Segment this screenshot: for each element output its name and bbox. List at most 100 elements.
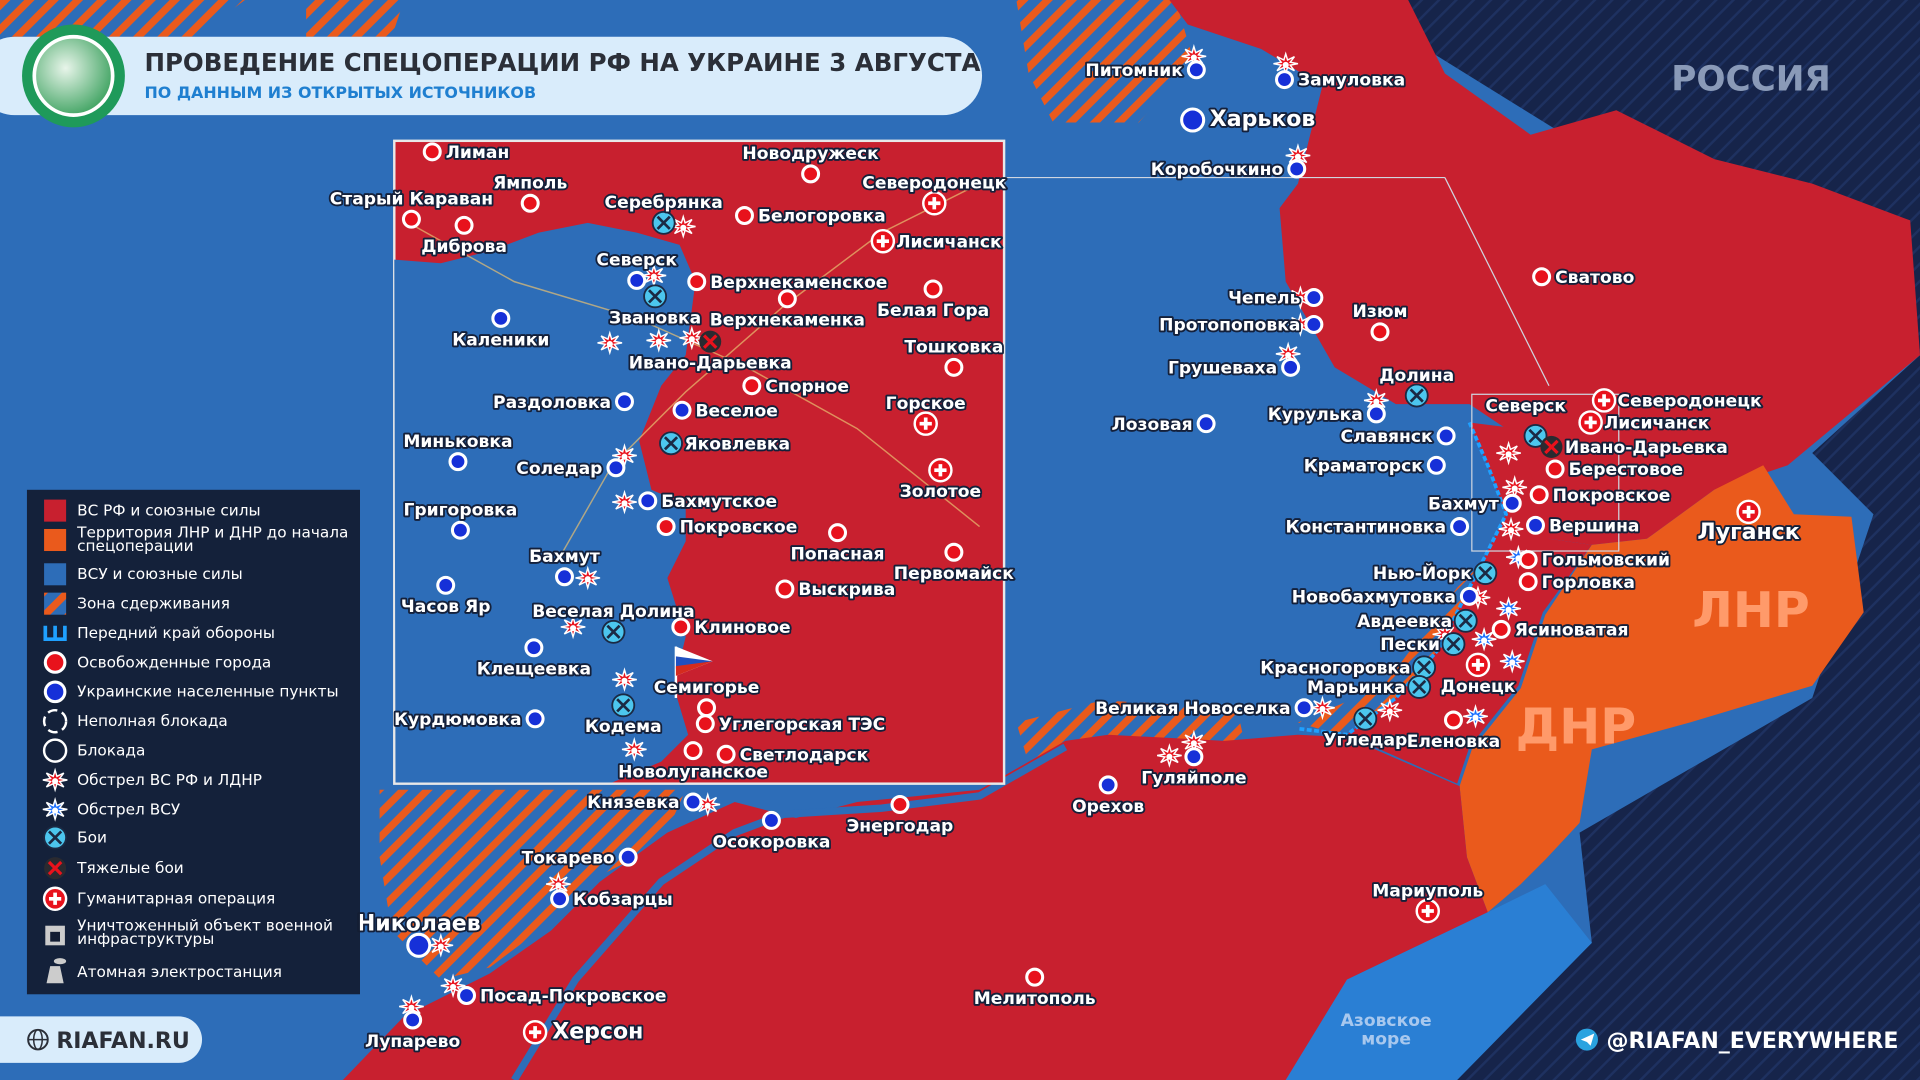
red-dot-icon[interactable] [695, 714, 715, 734]
blue-dot-icon[interactable] [1098, 775, 1118, 795]
red-dot-icon[interactable] [1443, 710, 1463, 730]
red-dot-icon[interactable] [671, 617, 691, 637]
blue-dot-icon[interactable] [672, 400, 692, 420]
city-cities[interactable]: Курулька [1266, 403, 1386, 427]
city-inset_cities[interactable]: Клещеевка [475, 638, 593, 682]
city-inset_cities[interactable]: Светлодарск [716, 744, 870, 767]
crossed-swords-icon[interactable] [643, 284, 668, 309]
red-cross-icon[interactable] [870, 228, 896, 254]
city-inset_cities[interactable]: Клиновое [671, 616, 792, 640]
red-dot-icon[interactable] [828, 523, 848, 543]
blue-dot-icon[interactable] [555, 567, 574, 587]
city-cities[interactable]: Красногоровка [1258, 655, 1437, 680]
city-inset_cities[interactable]: Раздоловка [491, 391, 634, 415]
blue-dot-icon[interactable] [491, 308, 511, 328]
city-cities[interactable]: Бахмут [1426, 493, 1522, 516]
city-cities[interactable]: Донецк [1439, 652, 1518, 699]
city-inset_cities[interactable]: Северодонецк [860, 172, 1009, 216]
blue-dot-icon[interactable] [1502, 493, 1522, 513]
city-cities[interactable]: Николаев [355, 910, 483, 958]
city-cities[interactable]: Протопоповка [1157, 314, 1324, 337]
city-inset_cities[interactable]: Серебрянка [603, 191, 725, 235]
city-inset_cities[interactable]: Старый Караван [328, 188, 495, 229]
red-dot-icon[interactable] [1518, 572, 1538, 592]
city-inset_cities[interactable]: Белая Гора [875, 279, 991, 323]
crossed-swords-icon[interactable] [1412, 655, 1437, 680]
city-inset_cities[interactable]: Новолуганское [616, 741, 770, 784]
red-dot-icon[interactable] [1532, 267, 1552, 287]
red-x-icon[interactable] [44, 857, 67, 880]
red-cross-icon[interactable] [1578, 410, 1603, 435]
city-inset_cities[interactable]: Первомайск [892, 542, 1016, 586]
city-inset_cities[interactable]: Северск [595, 249, 679, 290]
red-cross-icon[interactable] [928, 457, 953, 483]
red-dot-icon[interactable] [1518, 550, 1538, 570]
red-dot-icon[interactable] [1370, 322, 1390, 342]
crossed-swords-icon[interactable] [1353, 706, 1378, 731]
city-cities[interactable]: Энергодар [845, 795, 955, 838]
city-inset_cities[interactable]: Бахмут [527, 545, 602, 587]
red-dot-icon[interactable] [890, 795, 910, 814]
red-cross-icon[interactable] [1465, 652, 1491, 678]
red-cross-icon[interactable] [1415, 898, 1440, 924]
crossed-swords-icon[interactable] [1441, 632, 1466, 657]
red-cross-icon[interactable] [42, 886, 68, 912]
city-cities[interactable]: Ивано-Дарьевка [1540, 435, 1730, 460]
city-cities[interactable]: Великая Новоселка [1093, 697, 1314, 721]
city-inset_cities[interactable]: Кодема [583, 693, 663, 739]
blue-dot-icon[interactable] [627, 270, 647, 290]
red-dot-icon[interactable] [923, 279, 943, 299]
blue-dot-icon[interactable] [1366, 404, 1386, 424]
city-inset_cities[interactable]: Семигорье [652, 676, 761, 718]
city-cities[interactable]: Мариуполь [1370, 879, 1485, 924]
city-cities[interactable]: Коробочкино [1149, 158, 1307, 182]
blue-dot-icon[interactable] [524, 638, 544, 658]
red-dot-icon[interactable] [1545, 459, 1565, 479]
crossed-swords-icon[interactable] [43, 825, 68, 850]
city-cities[interactable]: Посад-Покровское [457, 985, 668, 1008]
blue-dot-icon[interactable] [1281, 357, 1301, 377]
red-dot-icon[interactable] [422, 142, 442, 162]
city-inset_cities[interactable]: Веселое [672, 399, 780, 423]
city-cities[interactable]: Гольмовский [1518, 549, 1672, 573]
blue-dot-icon[interactable] [761, 810, 781, 830]
blue-dot-icon[interactable] [606, 458, 626, 478]
city-cities[interactable]: Замуловка [1275, 69, 1407, 93]
blue-dot-icon[interactable] [683, 792, 703, 812]
red-dot-icon[interactable] [716, 744, 736, 764]
crossed-swords-icon[interactable] [1473, 561, 1498, 585]
blue-dot-icon[interactable] [403, 1010, 423, 1030]
blue-dot-icon[interactable] [1287, 159, 1307, 179]
city-cities[interactable]: Гуляйполе [1139, 747, 1248, 791]
red-x-icon[interactable] [1540, 435, 1563, 458]
city-cities[interactable]: Мелитополь [972, 967, 1098, 1011]
red-dot-icon[interactable] [1491, 619, 1511, 639]
crossed-swords-icon[interactable] [651, 210, 676, 235]
city-cities[interactable]: Орехов [1070, 775, 1146, 819]
city-inset_cities[interactable]: Выскрива [775, 578, 897, 602]
city-inset_cities[interactable]: Веселая Долина [530, 600, 697, 644]
crossed-swords-icon[interactable] [1523, 423, 1548, 448]
crossed-swords-icon[interactable] [1453, 608, 1478, 633]
blue-dot-icon[interactable] [550, 889, 570, 909]
city-inset_cities[interactable]: Горское [884, 392, 968, 436]
blue-dot-icon[interactable] [1304, 315, 1324, 334]
red-dot-icon[interactable] [683, 741, 703, 761]
city-cities[interactable]: Еленовка [1405, 710, 1502, 754]
city-inset_cities[interactable]: Диброва [419, 215, 509, 259]
red-dot-icon[interactable] [1529, 485, 1549, 505]
city-cities[interactable]: Осокоровка [711, 810, 832, 854]
red-dot-icon[interactable] [401, 209, 421, 229]
city-cities[interactable]: Князевка [585, 791, 703, 815]
city-cities[interactable]: Токарево [520, 846, 638, 870]
city-cities[interactable]: Горловка [1518, 571, 1637, 595]
blue-dot-icon[interactable] [436, 575, 456, 595]
red-dot-icon[interactable] [687, 272, 707, 292]
red-x-icon[interactable] [699, 330, 722, 353]
city-inset_cities[interactable]: Новодружеск [741, 142, 881, 184]
city-inset_cities[interactable]: Тошковка [903, 336, 1005, 377]
blue-dot-icon[interactable] [1184, 747, 1204, 767]
city-cities[interactable]: Кобзарцы [550, 888, 675, 912]
crossed-swords-icon[interactable] [1404, 383, 1429, 408]
red-dot-icon[interactable] [775, 579, 795, 599]
